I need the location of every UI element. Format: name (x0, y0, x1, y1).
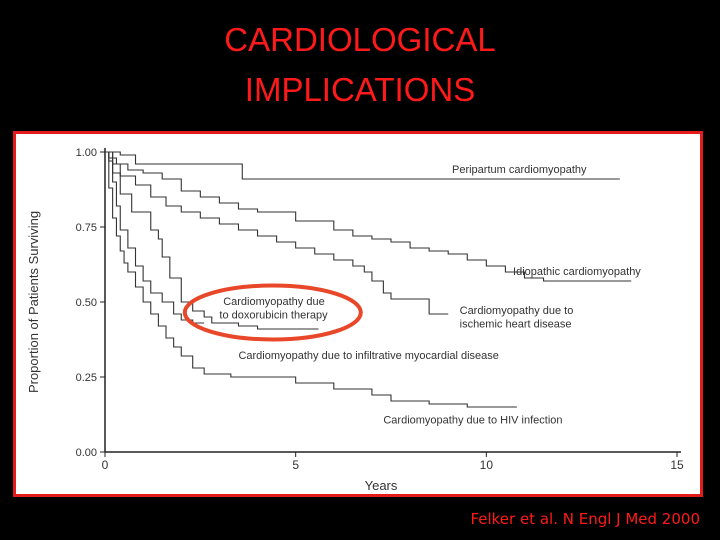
series-annotation-1: Peripartum cardiomyopathy (452, 164, 587, 176)
series-annotation-8: Cardiomyopathy due to HIV infection (383, 415, 562, 427)
series-line-2 (105, 151, 632, 282)
highlight-ellipse (182, 283, 363, 342)
citation: Felker et al. N Engl J Med 2000 (470, 510, 700, 528)
y-axis-label: Proportion of Patients Surviving (26, 211, 41, 393)
x-tick-label: 0 (102, 458, 109, 472)
x-axis-label: Years (365, 478, 398, 493)
y-tick-label: 0.00 (76, 447, 97, 459)
series-annotation-7: Cardiomyopathy due to infiltrative myoca… (238, 350, 498, 362)
chart-frame: 0.00 0.25 0.50 0.75 1.00 0 5 10 15 Years Proportio… (13, 131, 703, 497)
chart-annotation-layer: Peripartum cardiomyopathy Idiopathic card… (219, 164, 641, 427)
series-line-3 (105, 151, 449, 315)
x-tick-label: 15 (670, 458, 684, 472)
series-annotation-2: Idiopathic cardiomyopathy (513, 266, 641, 278)
series-line-6 (105, 151, 205, 324)
chart-series-layer (105, 151, 632, 408)
chart-axes: 0.00 0.25 0.50 0.75 1.00 0 5 10 15 Years Proportio… (26, 147, 684, 493)
series-annotation-5: Cardiomyopathy due (223, 296, 325, 308)
y-tick-label: 0.50 (76, 297, 97, 309)
slide-title-line2: IMPLICATIONS (244, 71, 476, 108)
series-line-4 (105, 151, 319, 330)
y-tick-label: 0.25 (76, 372, 97, 384)
slide-title-line1: CARDIOLOGICAL (224, 21, 496, 58)
series-annotation-4: ischemic heart disease (460, 319, 572, 331)
y-tick-label: 1.00 (76, 147, 97, 159)
y-tick-label: 0.75 (76, 222, 97, 234)
x-tick-label: 5 (292, 458, 299, 472)
series-annotation-6: to doxorubicin therapy (219, 310, 328, 322)
x-tick-label: 10 (480, 458, 494, 472)
survival-chart: 0.00 0.25 0.50 0.75 1.00 0 5 10 15 Years Proportio… (26, 147, 684, 493)
series-line-5 (105, 151, 517, 408)
series-line-1 (105, 151, 620, 180)
chart-highlight-layer (182, 283, 363, 342)
series-annotation-3: Cardiomyopathy due to (460, 305, 574, 317)
